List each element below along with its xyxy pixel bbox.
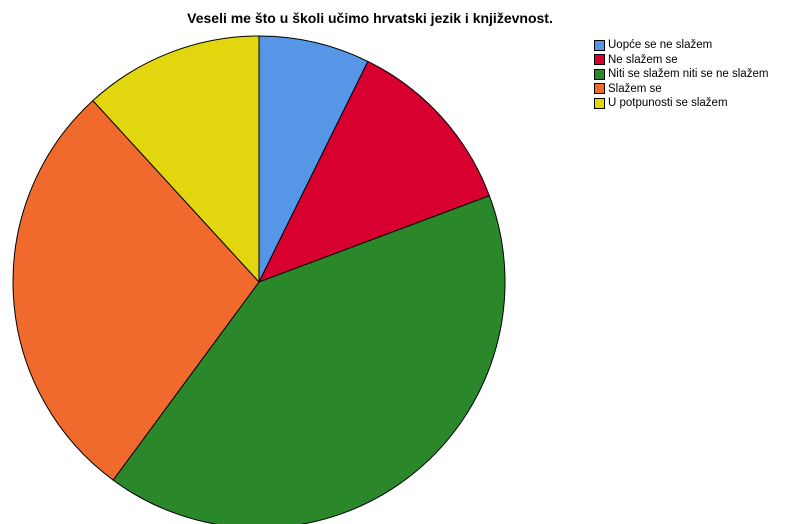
legend-label: U potpunosti se slažem bbox=[608, 97, 728, 110]
legend-item: U potpunosti se slažem bbox=[594, 96, 768, 111]
chart-title: Veseli me što u školi učimo hrvatski jez… bbox=[187, 10, 553, 26]
legend-label: Uopće se ne slažem bbox=[608, 39, 713, 52]
pie-slice-2 bbox=[112, 195, 506, 524]
legend-swatch bbox=[594, 39, 605, 51]
pie-slice-4 bbox=[92, 35, 260, 283]
legend-label: Ne slažem se bbox=[608, 53, 678, 66]
legend-swatch bbox=[594, 97, 605, 109]
legend-item: Ne slažem se bbox=[594, 53, 768, 68]
legend-swatch bbox=[594, 68, 605, 80]
legend-label: Slažem se bbox=[608, 82, 662, 95]
legend-item: Uopće se ne slažem bbox=[594, 38, 768, 53]
legend-item: Niti se slažem niti se ne slažem bbox=[594, 67, 768, 82]
legend-swatch bbox=[594, 83, 605, 95]
pie-slice-3 bbox=[12, 100, 260, 481]
legend: Uopće se ne slažem Ne slažem se Niti se sl… bbox=[594, 38, 768, 111]
legend-item: Slažem se bbox=[594, 82, 768, 97]
pie-slice-1 bbox=[258, 60, 490, 283]
pie-slice-0 bbox=[258, 35, 369, 283]
legend-swatch bbox=[594, 54, 605, 66]
legend-label: Niti se slažem niti se ne slažem bbox=[608, 68, 769, 81]
